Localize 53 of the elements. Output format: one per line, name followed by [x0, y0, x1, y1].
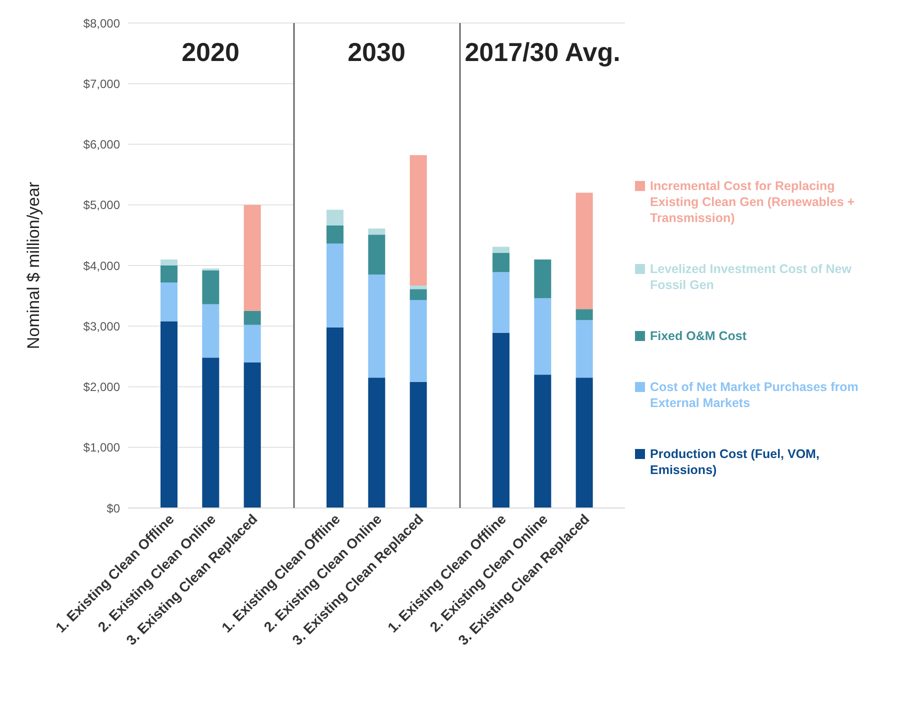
text: 2017/30 Avg.	[464, 37, 622, 68]
bar	[534, 259, 552, 298]
bar	[576, 192, 593, 310]
bar	[326, 327, 344, 508]
bar	[576, 378, 593, 508]
legend-label: Cost of Net Market Purchases from External Markets	[650, 379, 860, 411]
text: 2030	[348, 37, 406, 67]
bar	[492, 252, 510, 272]
y-tick-label: $3,000	[83, 319, 120, 334]
bar	[576, 320, 593, 378]
legend-label: Production Cost (Fuel, VOM, Emissions)	[650, 446, 820, 478]
bar	[368, 234, 386, 275]
bar	[244, 362, 261, 508]
bar	[160, 259, 178, 266]
bar	[202, 270, 220, 304]
bar	[202, 358, 220, 508]
bar	[160, 266, 178, 282]
bar	[244, 204, 261, 311]
legend-label: Levelized Investment Cost of New Fossil Gen	[650, 261, 852, 293]
y-tick-label: $8,000	[83, 16, 120, 30]
bar	[160, 282, 178, 322]
bar	[160, 321, 178, 508]
bar	[326, 244, 344, 328]
legend-label: Fixed O&M Cost	[650, 328, 747, 344]
y-tick-label: $7,000	[83, 76, 120, 91]
bar	[410, 155, 427, 286]
y-tick-label: $0	[106, 501, 120, 516]
bar	[202, 304, 220, 358]
text: 2020	[180, 37, 240, 68]
bar	[410, 382, 427, 508]
y-tick-label: $1,000	[83, 440, 120, 455]
bar	[244, 310, 261, 325]
legend-label: Incremental Cost for Replacing Existing Clean Gen (Renewables + Transmission)	[650, 178, 856, 226]
bar	[492, 272, 510, 333]
y-tick-label: $4,000	[83, 258, 120, 273]
bar	[326, 225, 344, 244]
y-tick-label: $6,000	[83, 138, 120, 152]
bar	[244, 324, 261, 362]
bar	[368, 378, 386, 508]
bar	[410, 300, 427, 382]
bar	[410, 289, 427, 300]
y-tick-label: $2,000	[83, 380, 120, 394]
bar	[410, 286, 427, 290]
bar	[368, 274, 386, 378]
bar	[492, 246, 510, 253]
bar	[492, 332, 510, 508]
y-tick-label: $5,000	[83, 198, 120, 212]
bar	[368, 228, 386, 235]
bar	[534, 298, 552, 375]
bar	[326, 210, 344, 226]
bar	[534, 374, 552, 508]
y-axis-title: Nominal $ million/year	[24, 182, 44, 350]
bar	[576, 309, 593, 320]
